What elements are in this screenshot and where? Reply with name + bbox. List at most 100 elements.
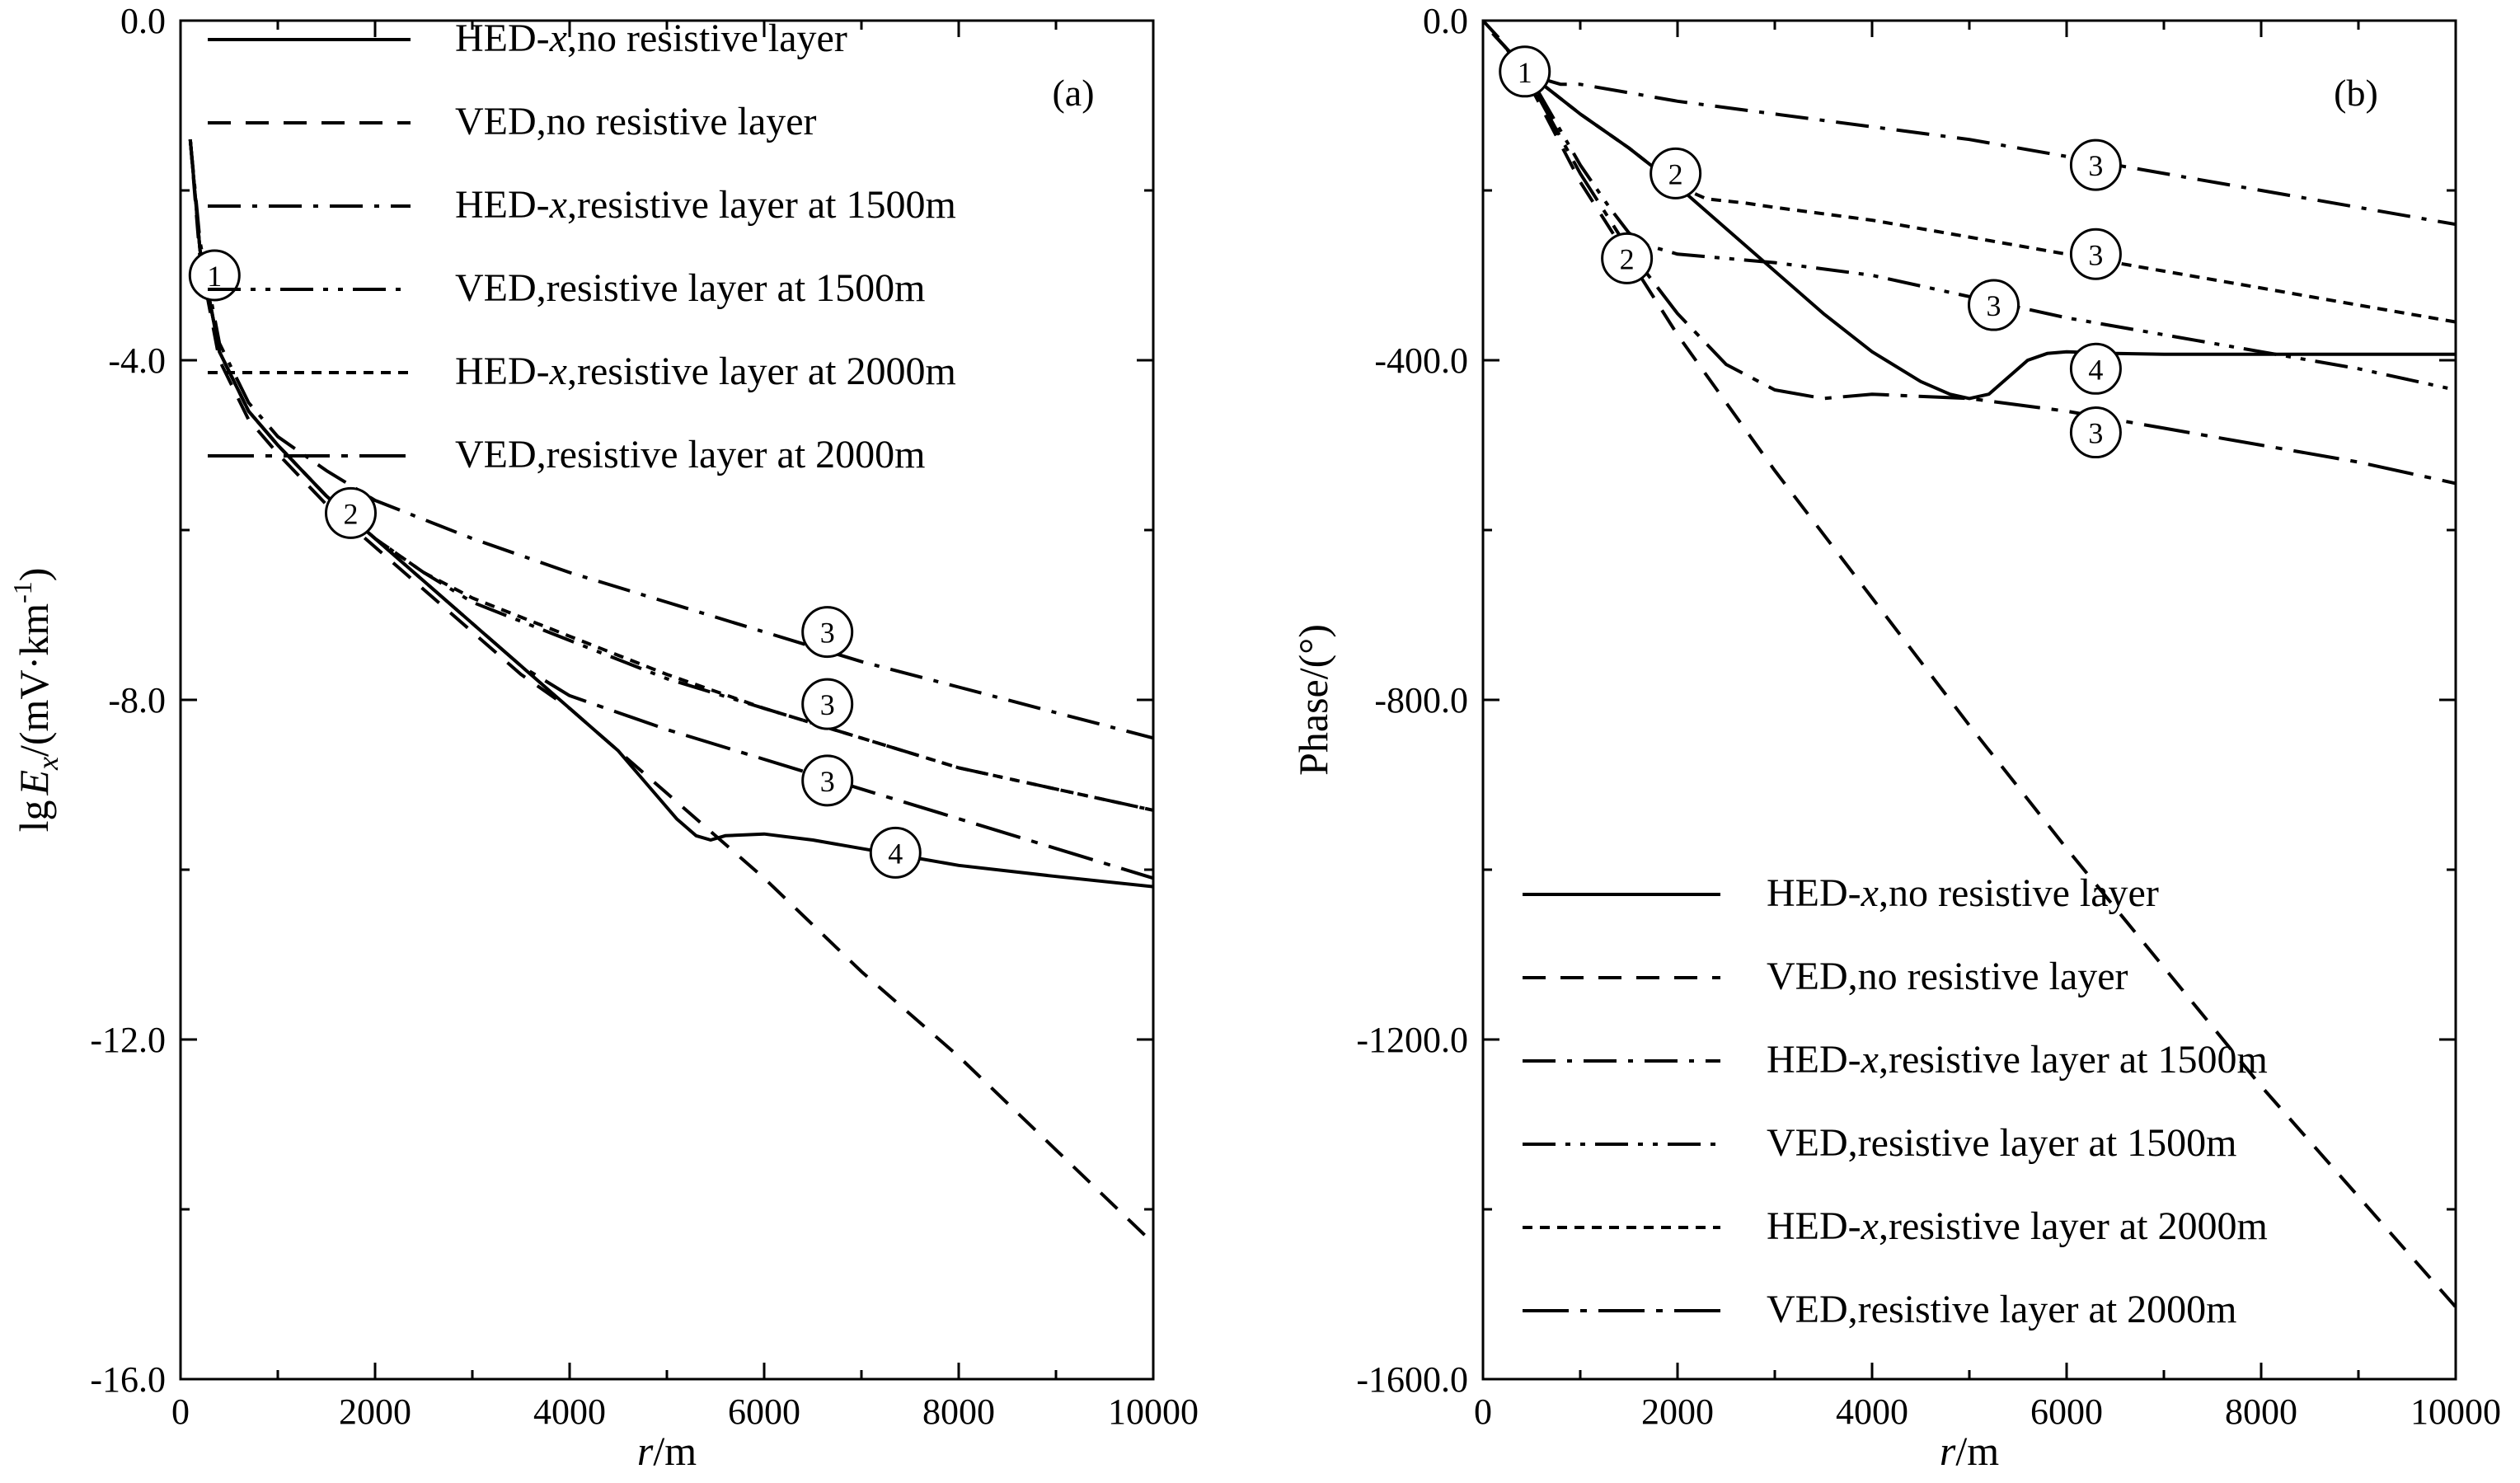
y-tick-label: -400.0 <box>1374 340 1468 381</box>
legend-entry-part: x <box>549 350 567 393</box>
curve-marker-label: 1 <box>207 260 222 293</box>
curve-marker-label: 4 <box>888 837 903 870</box>
curve-marker-label: 3 <box>2088 417 2103 450</box>
x-axis-title-symbol: r <box>1940 1428 1956 1474</box>
curve-marker: 3 <box>801 606 854 659</box>
curve-marker: 4 <box>869 826 922 879</box>
curve-marker-circle <box>2069 342 2122 395</box>
y-axis-title-close: ) <box>11 568 57 582</box>
series-line-1 <box>1491 32 2456 401</box>
y-tick-label: 0.0 <box>120 1 166 41</box>
curve-marker: 1 <box>1499 45 1551 98</box>
curve-marker: 2 <box>1649 147 1702 199</box>
curve-marker-circle <box>2069 138 2122 191</box>
y-tick-label: -800.0 <box>1374 680 1468 720</box>
panel-label: (a) <box>1052 72 1094 114</box>
x-tick-label: 2000 <box>339 1391 411 1432</box>
curve-marker-label: 3 <box>820 617 835 650</box>
curve-marker-label: 2 <box>1620 242 1635 275</box>
legend-entry-part: ,resistive layer at 2000m <box>567 350 956 393</box>
y-tick-label: -16.0 <box>90 1359 166 1400</box>
legend-entry-part: x <box>549 183 567 227</box>
curve-marker-label: 2 <box>344 497 359 530</box>
curve-marker-label: 3 <box>2088 238 2103 271</box>
legend-entry-part: ,resistive layer at 1500m <box>1879 1038 2268 1082</box>
legend-entry-part: HED- <box>455 350 550 393</box>
legend-entry: VED,no resistive layer <box>1767 955 2128 998</box>
y-tick-label: -8.0 <box>108 680 166 720</box>
curve-marker-circle <box>1601 232 1654 284</box>
curve-marker-label: 4 <box>2088 353 2103 386</box>
legend-entry-part: VED,no resistive layer <box>455 100 817 143</box>
curve-marker: 2 <box>325 486 377 539</box>
curve-marker-circle <box>2069 406 2122 459</box>
legend-entry: HED-x,resistive layer at 2000m <box>1767 1204 2268 1248</box>
series-line-3 <box>1491 32 2456 227</box>
curve-marker: 3 <box>1968 279 2020 331</box>
legend: HED-x,no resistive layer VED,no resistive… <box>208 16 956 476</box>
x-tick-label: 4000 <box>1836 1391 1908 1432</box>
series-group <box>1483 21 2456 1308</box>
legend-entry: HED-x,no resistive layer <box>1767 871 2159 915</box>
legend-entry-part: HED- <box>1767 1038 1861 1082</box>
curve-marker-label: 3 <box>2088 149 2103 182</box>
y-tick-label: -1200.0 <box>1356 1020 1468 1060</box>
x-axis-title: r/m <box>637 1428 697 1474</box>
panel-a-chart: 0 2000 4000 6000 8000 10000 0.0 -4.0 -8.0 -12.0 -1… <box>7 1 1199 1474</box>
x-tick-label: 0 <box>171 1391 190 1432</box>
curve-marker-label: 1 <box>1518 56 1532 89</box>
legend-entry: VED,resistive layer at 1500m <box>455 266 926 310</box>
y-tick-label: -1600.0 <box>1356 1359 1468 1400</box>
legend-entry: VED,resistive layer at 1500m <box>1767 1121 2237 1165</box>
curve-marker: 4 <box>2069 342 2122 395</box>
x-tick-label: 2000 <box>1641 1391 1714 1432</box>
legend-entry-part: HED- <box>1767 1204 1861 1248</box>
legend-entry-part: HED- <box>1767 871 1861 915</box>
curve-marker: 2 <box>1601 232 1654 284</box>
y-axis-title-unit: /(mV·km <box>11 603 57 757</box>
curve-marker: 3 <box>2069 138 2122 191</box>
curve-marker-circle <box>325 486 377 539</box>
y-axis-title-superscript: -1 <box>7 581 37 603</box>
series-line-3 <box>188 139 1153 740</box>
curve-marker-circle <box>801 606 854 659</box>
curve-marker-circle <box>1968 279 2020 331</box>
series-group <box>188 139 1153 1245</box>
legend-entry-part: x <box>1861 871 1879 915</box>
legend-entry-part: VED,no resistive layer <box>1767 955 2128 998</box>
panel-label: (b) <box>2334 72 2378 114</box>
legend-entry: VED,resistive layer at 2000m <box>455 433 926 476</box>
legend-entry-part: VED,resistive layer at 2000m <box>1767 1288 2237 1331</box>
legend-entry-part: ,resistive layer at 2000m <box>1879 1204 2268 1248</box>
legend-entry-part: VED,resistive layer at 1500m <box>455 266 926 310</box>
legend-entry-part: VED,resistive layer at 1500m <box>1767 1121 2237 1165</box>
legend-entry-part: ,resistive layer at 1500m <box>567 183 956 227</box>
x-tick-label: 4000 <box>533 1391 606 1432</box>
x-axis-title-unit: /m <box>1955 1428 1999 1474</box>
y-axis-title-symbol: E <box>11 770 57 796</box>
curve-marker-label: 3 <box>1987 289 2001 322</box>
x-tick-label: 0 <box>1474 1391 1492 1432</box>
curve-marker: 3 <box>801 754 854 807</box>
y-axis-title: Phase/(°) <box>1290 624 1336 776</box>
curve-marker: 3 <box>2069 228 2122 280</box>
legend-entry: HED-x,no resistive layer <box>455 16 847 60</box>
curve-marker: 1 <box>188 249 241 302</box>
legend-entry-part: x <box>549 16 567 60</box>
x-axis-title-symbol: r <box>637 1428 654 1474</box>
curve-marker-circle <box>2069 228 2122 280</box>
curve-marker-label: 2 <box>1668 157 1683 190</box>
x-axis-title: r/m <box>1940 1428 1999 1474</box>
x-tick-label: 6000 <box>728 1391 800 1432</box>
series-line-6 <box>1491 32 2456 486</box>
legend-entry: HED-x,resistive layer at 1500m <box>1767 1038 2268 1082</box>
curve-marker: 3 <box>801 678 854 730</box>
x-tick-label: 6000 <box>2030 1391 2103 1432</box>
plot-frame <box>1481 19 2457 1381</box>
curve-marker-circle <box>801 678 854 730</box>
y-tick-label: 0.0 <box>1423 1 1468 41</box>
curve-marker-label: 3 <box>820 765 835 798</box>
curve-marker: 3 <box>2069 406 2122 459</box>
curve-marker-circle <box>1499 45 1551 98</box>
legend-entry-part: x <box>1861 1038 1879 1082</box>
